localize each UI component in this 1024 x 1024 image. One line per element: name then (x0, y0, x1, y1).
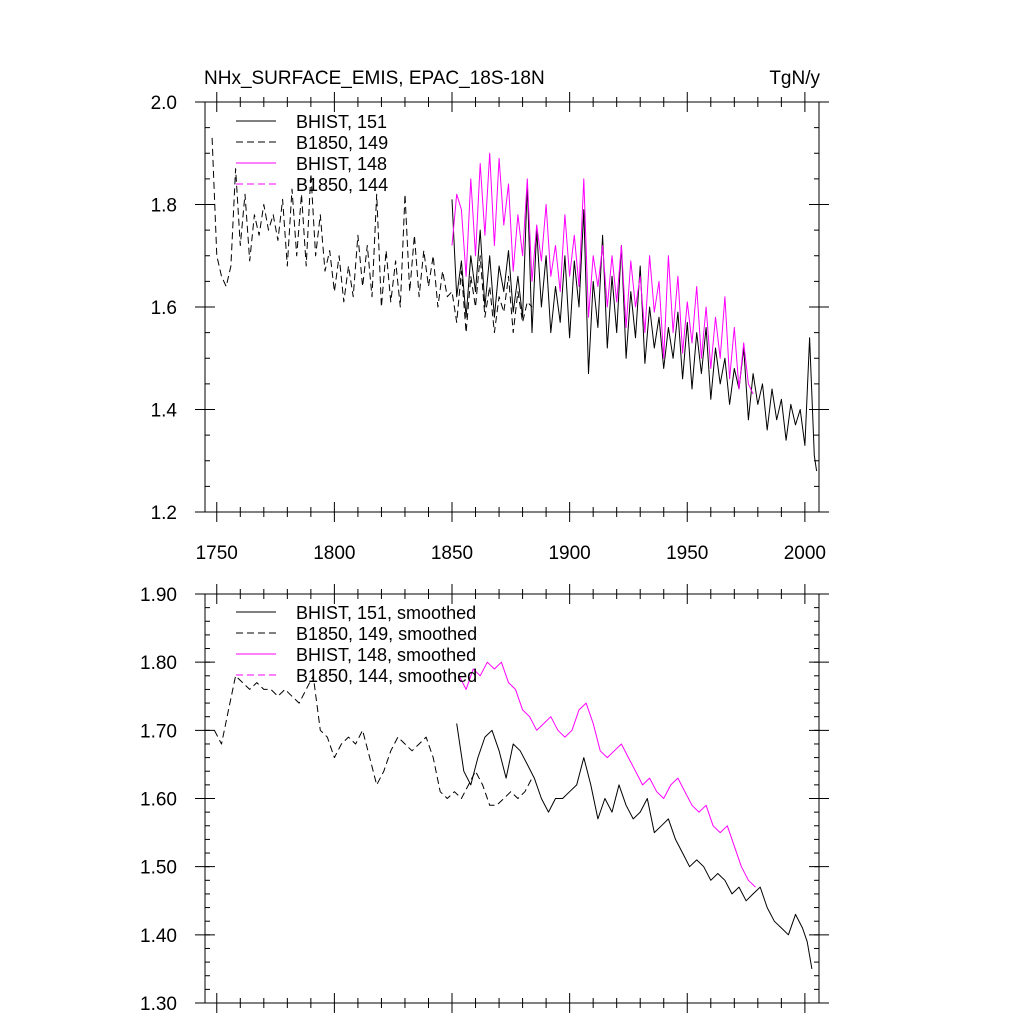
legend-label-4: B1850, 144 (296, 175, 388, 195)
y-tick-label: 1.8 (151, 196, 177, 217)
x-tick-label: 1900 (548, 543, 590, 564)
y-tick-label: 1.4 (151, 401, 178, 422)
legend-label-4: B1850, 144, smoothed (296, 666, 477, 686)
y-tick-label: 1.80 (140, 653, 177, 674)
series-line-2 (213, 675, 533, 806)
chart-units: TgN/y (769, 68, 820, 89)
top-panel: 1.2 1.4 1.6 1.8 2.0 1750 1800 1850 1900 1950 2000 B… (151, 92, 829, 564)
legend-label-2: B1850, 149 (296, 133, 388, 153)
x-tick-label: 2000 (784, 543, 826, 564)
x-tick-label: 1800 (313, 543, 355, 564)
legend-label-3: BHIST, 148 (296, 154, 387, 174)
y-tick-label: 1.50 (140, 858, 177, 879)
series-line-1 (456, 723, 813, 969)
series-line-3 (451, 152, 754, 395)
y-tick-label: 1.60 (140, 790, 177, 811)
legend-label-2: B1850, 149, smoothed (296, 624, 477, 644)
series-line-2 (211, 137, 533, 334)
y-tick-label: 1.30 (140, 994, 177, 1015)
y-tick-label: 1.40 (140, 926, 177, 947)
bottom-panel: 1.30 1.40 1.50 1.60 1.70 1.80 1.90 BHIST, 151, … (140, 584, 829, 1015)
chart-title: NHx_SURFACE_EMIS, EPAC_18S-18N (204, 68, 545, 89)
x-tick-label: 1850 (431, 543, 473, 564)
y-tick-label: 1.90 (140, 585, 177, 606)
legend-label-1: BHIST, 151 (296, 112, 387, 132)
x-tick-label: 1750 (196, 543, 238, 564)
legend-label-1: BHIST, 151, smoothed (296, 603, 476, 623)
y-tick-label: 2.0 (151, 93, 177, 114)
legend-label-3: BHIST, 148, smoothed (296, 645, 476, 665)
x-tick-label: 1950 (666, 543, 708, 564)
y-tick-label: 1.70 (140, 721, 177, 742)
series-line-1 (451, 183, 818, 472)
y-tick-label: 1.6 (151, 298, 177, 319)
y-tick-label: 1.2 (151, 503, 177, 524)
series-line-3 (458, 661, 756, 888)
